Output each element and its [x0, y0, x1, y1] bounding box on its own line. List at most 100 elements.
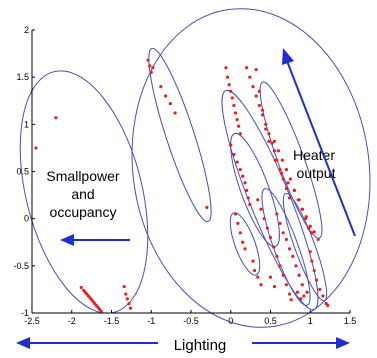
data-point — [281, 231, 285, 235]
data-point — [300, 207, 304, 211]
x-tick-label: 0.5 — [264, 316, 277, 326]
annotation-heater-line-2: output — [297, 165, 336, 181]
data-point — [232, 152, 236, 157]
y-tick-label: 0 — [24, 214, 29, 224]
data-point — [265, 226, 269, 230]
data-point — [297, 273, 301, 277]
data-point — [270, 141, 274, 145]
data-point — [312, 230, 316, 234]
data-point — [268, 235, 273, 240]
data-point — [304, 215, 308, 219]
x-tick-label: -2.5 — [24, 316, 40, 326]
annotations: Smallpower and occupancy Heater output L… — [16, 48, 356, 354]
data-point — [233, 212, 238, 216]
data-point — [253, 268, 257, 273]
data-point — [146, 58, 150, 62]
data-point — [229, 143, 233, 147]
data-point — [241, 240, 245, 244]
data-point — [310, 259, 314, 263]
data-point — [235, 160, 239, 164]
data-point — [272, 149, 277, 153]
data-point — [302, 294, 306, 298]
data-point — [284, 283, 288, 287]
data-point — [54, 116, 58, 120]
data-point — [243, 181, 247, 185]
cluster-ellipse-heater-large — [131, 8, 371, 328]
data-point — [278, 168, 282, 172]
cluster-ellipse-4 — [230, 132, 280, 248]
data-point — [287, 247, 292, 251]
x-tick-label: 0 — [228, 316, 233, 326]
data-point — [248, 75, 252, 79]
data-point — [241, 174, 245, 178]
data-point — [254, 68, 258, 72]
data-point — [245, 66, 249, 70]
data-point — [205, 205, 209, 209]
data-point — [259, 207, 263, 211]
data-point — [256, 275, 260, 279]
data-point — [267, 132, 271, 136]
data-point — [292, 188, 296, 192]
data-point — [308, 250, 312, 254]
data-point — [233, 111, 238, 115]
data-points — [34, 58, 330, 313]
data-point — [251, 259, 255, 263]
data-point — [300, 283, 304, 287]
data-point — [284, 186, 288, 191]
cluster-ellipse-3 — [259, 81, 323, 239]
data-point — [296, 198, 300, 202]
cluster-ellipse-5 — [261, 188, 311, 306]
data-point — [124, 292, 128, 296]
data-point — [168, 101, 172, 106]
data-point — [159, 85, 163, 89]
x-tick-label: -0.5 — [183, 316, 199, 326]
arrow-up-diagonal-icon — [282, 48, 356, 237]
y-tick-label: 2 — [24, 25, 29, 35]
x-tick-label: 1 — [308, 316, 313, 326]
axes: -2.5 -2 -1.5 -1 -0.5 0 0.5 1 1.5 -1 -0.5 0 0.5 1 1.5 2 — [13, 25, 356, 326]
data-point — [79, 285, 83, 290]
annotation-smallpower-line-1: Smallpower — [46, 168, 119, 184]
data-point — [257, 89, 261, 93]
annotation-smallpower-line-2: and — [71, 186, 94, 202]
x-tick-label: -2 — [68, 316, 76, 326]
data-point — [230, 96, 234, 100]
data-point — [276, 149, 281, 153]
cluster-ellipse-smallpower — [19, 70, 149, 314]
data-point — [287, 196, 292, 200]
data-point — [245, 188, 249, 192]
data-point — [268, 275, 273, 279]
data-point — [236, 221, 240, 225]
data-point — [316, 237, 320, 242]
x-axis-label: Lighting — [174, 337, 227, 354]
data-point — [256, 198, 260, 202]
data-point — [127, 301, 131, 306]
y-tick-label: 0.5 — [16, 167, 29, 177]
data-point — [128, 306, 133, 310]
data-point — [173, 111, 177, 115]
data-point — [262, 217, 266, 221]
data-point — [151, 66, 155, 70]
data-point — [295, 290, 300, 294]
data-point — [294, 264, 298, 268]
axis-ticks: -2.5 -2 -1.5 -1 -0.5 0 0.5 1 1.5 -1 -0.5 0 0.5 1 1.5 2 — [13, 25, 356, 326]
data-point — [321, 294, 325, 298]
data-point — [281, 177, 285, 181]
data-point — [224, 66, 228, 70]
data-point — [149, 70, 153, 75]
y-tick-label: -1 — [21, 308, 29, 318]
cluster-ellipse-2 — [221, 89, 319, 311]
data-point — [264, 122, 268, 126]
data-point — [278, 264, 282, 268]
data-point — [225, 75, 230, 79]
data-point — [299, 297, 303, 301]
data-point — [243, 247, 247, 251]
y-tick-label: 1.5 — [16, 72, 29, 82]
annotation-smallpower-line-3: occupancy — [50, 204, 117, 220]
data-point — [305, 290, 309, 294]
data-point — [148, 64, 152, 68]
data-point — [284, 237, 288, 242]
data-point — [34, 146, 38, 150]
data-point — [272, 245, 276, 249]
